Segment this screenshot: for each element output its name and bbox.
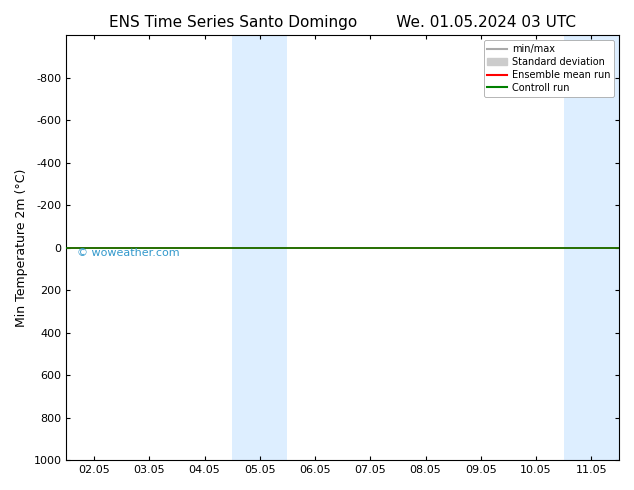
Bar [564, 35, 619, 460]
Title: ENS Time Series Santo Domingo        We. 01.05.2024 03 UTC: ENS Time Series Santo Domingo We. 01.05.… [109, 15, 576, 30]
Legend: min/max, Standard deviation, Ensemble mean run, Controll run: min/max, Standard deviation, Ensemble me… [484, 40, 614, 97]
Bar [232, 35, 287, 460]
Text: © woweather.com: © woweather.com [77, 248, 180, 258]
Y-axis label: Min Temperature 2m (°C): Min Temperature 2m (°C) [15, 169, 28, 327]
